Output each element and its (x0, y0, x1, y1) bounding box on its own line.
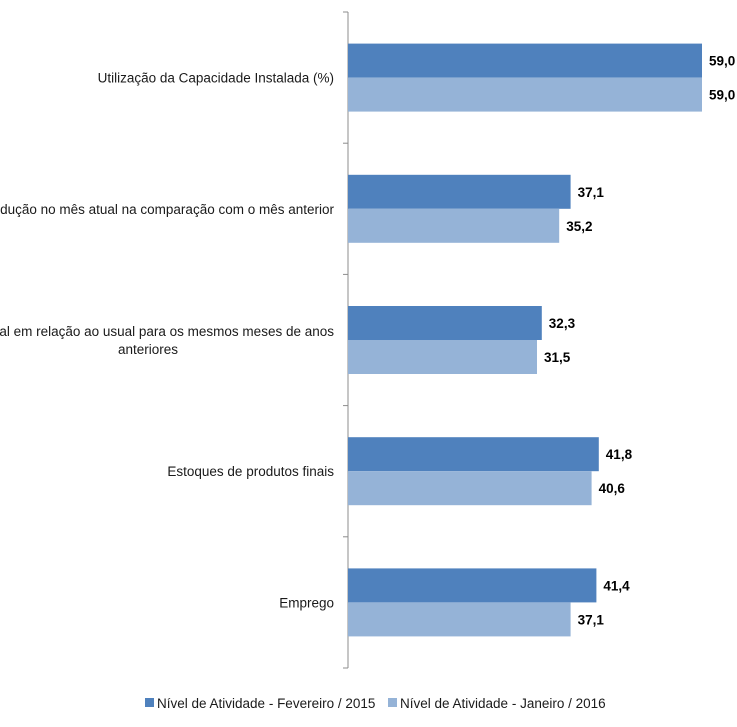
category-label: Estoques de produtos finais (167, 464, 334, 479)
legend-swatch (388, 698, 397, 707)
data-label: 35,2 (566, 219, 592, 234)
data-label: 37,1 (578, 185, 605, 200)
bar-fev-2015-2 (348, 306, 542, 340)
data-label: 59,0 (709, 88, 735, 103)
bar-jan-2016-3 (348, 471, 592, 506)
data-label: 41,4 (603, 578, 630, 593)
category-label: mês atual em relação ao usual para os me… (0, 324, 334, 339)
bar-jan-2016-0 (348, 77, 702, 112)
legend-entry: Nível de Atividade - Janeiro / 2016 (400, 696, 606, 711)
bar-jan-2016-4 (348, 602, 571, 637)
bar-jan-2016-2 (348, 340, 537, 374)
legend: Nível de Atividade - Fevereiro / 2015 Nív… (145, 696, 606, 711)
legend-swatch (145, 698, 154, 707)
legend-entry: Nível de Atividade - Fevereiro / 2015 (157, 696, 375, 711)
data-label: 37,1 (578, 612, 605, 627)
category-label: Produção no mês atual na comparação com … (0, 202, 335, 217)
bars (348, 43, 702, 637)
bar-jan-2016-1 (348, 208, 560, 243)
bar-fev-2015-4 (348, 568, 597, 603)
value-labels: 59,0 59,0 37,1 35,2 32,3 31,5 41,8 40,6 41,4 37,1 (544, 54, 735, 628)
data-label: 59,0 (709, 54, 735, 69)
category-axis (343, 11, 349, 669)
bar-fev-2015-3 (348, 437, 599, 472)
data-label: 40,6 (599, 481, 626, 496)
data-label: 32,3 (549, 316, 576, 331)
bar-fev-2015-1 (348, 174, 571, 209)
category-label: Emprego (279, 595, 334, 610)
data-label: 31,5 (544, 350, 571, 365)
category-label: Utilização da Capacidade Instalada (%) (98, 71, 334, 86)
category-label-line2: anteriores (118, 342, 178, 357)
category-labels: Utilização da Capacidade Instalada (%) Pr… (0, 71, 335, 611)
bar-fev-2015-0 (348, 43, 702, 78)
data-label: 41,8 (606, 447, 633, 462)
